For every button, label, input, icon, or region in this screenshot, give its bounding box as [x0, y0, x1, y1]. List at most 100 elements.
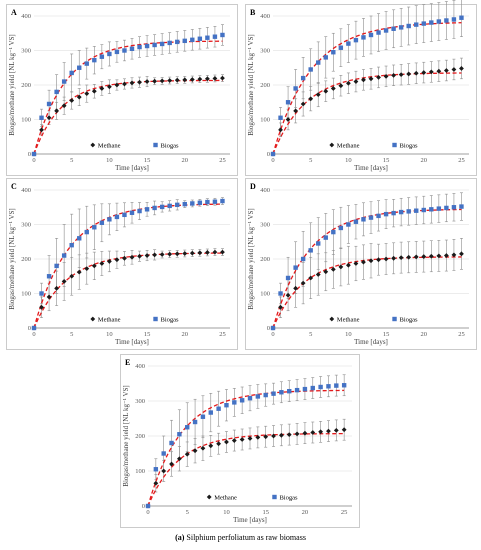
y-tick-label: 0	[142, 503, 145, 510]
panel-label: E	[125, 358, 130, 367]
data-point-methane	[61, 279, 67, 284]
data-point-methane	[428, 69, 434, 75]
data-point-biogas	[406, 23, 411, 29]
data-point-methane	[99, 261, 105, 266]
data-point-biogas	[308, 248, 313, 253]
data-point-biogas	[31, 151, 37, 157]
data-point-methane	[330, 86, 336, 91]
data-point-biogas	[271, 391, 276, 396]
x-tick-label: 20	[182, 331, 189, 338]
data-point-biogas	[99, 220, 105, 225]
x-axis-label: Time [days]	[354, 338, 388, 346]
data-point-methane	[212, 76, 218, 81]
data-point-methane	[69, 98, 75, 103]
data-point-methane	[76, 269, 82, 275]
data-point-biogas	[287, 389, 292, 394]
y-tick-label: 100	[260, 117, 270, 124]
y-tick-label: 100	[260, 291, 270, 298]
data-point-biogas	[300, 256, 306, 262]
data-point-biogas	[137, 208, 142, 214]
panel-frame	[120, 354, 360, 528]
x-tick-label: 20	[421, 157, 428, 164]
data-point-biogas	[175, 39, 180, 45]
x-tick-label: 25	[458, 157, 465, 164]
chart-panel-a: A 0 100 200 300 400 0 5 10 15 20 25 Time [days] Bioga…	[6, 4, 238, 176]
data-point-biogas	[368, 215, 374, 220]
data-point-biogas	[220, 198, 225, 204]
data-point-methane	[46, 294, 52, 300]
data-point-biogas	[278, 291, 283, 296]
data-point-methane	[278, 127, 283, 133]
data-point-biogas	[232, 400, 237, 405]
data-point-biogas	[61, 253, 67, 258]
y-tick-label: 0	[267, 151, 270, 158]
data-point-methane	[451, 67, 457, 72]
data-point-biogas	[69, 243, 74, 248]
y-axis-label: Biogas/methane yield [NL kg⁻¹ VS]	[122, 385, 130, 486]
data-point-biogas	[39, 291, 44, 296]
x-tick-label: 0	[32, 331, 35, 338]
x-tick-label: 15	[383, 157, 390, 164]
data-point-biogas	[316, 60, 321, 65]
panel-label: D	[250, 182, 256, 191]
data-point-biogas	[285, 275, 291, 281]
data-point-methane	[144, 79, 150, 84]
legend-label-biogas: Biogas	[161, 142, 180, 149]
data-point-methane	[182, 77, 188, 83]
data-point-methane	[189, 250, 195, 256]
data-point-biogas	[169, 440, 174, 446]
y-tick-label: 400	[21, 187, 31, 194]
legend-marker-methane	[90, 142, 96, 148]
data-point-biogas	[152, 205, 157, 211]
y-tick-label: 0	[28, 325, 31, 332]
legend-marker-biogas	[153, 142, 158, 148]
y-axis-label: Biogas/methane yield [NL kg⁻¹ VS]	[8, 208, 16, 309]
data-point-biogas	[197, 200, 203, 205]
data-point-methane	[338, 264, 344, 270]
x-tick-label: 25	[219, 331, 226, 338]
data-point-methane	[255, 435, 261, 440]
y-tick-label: 200	[21, 256, 31, 263]
data-point-methane	[278, 304, 283, 310]
data-point-methane	[152, 78, 158, 84]
data-point-methane	[413, 70, 419, 76]
data-point-methane	[46, 115, 52, 121]
data-point-methane	[220, 249, 225, 255]
data-point-biogas	[293, 265, 298, 270]
data-point-biogas	[444, 18, 449, 23]
y-tick-label: 100	[21, 291, 31, 298]
data-point-biogas	[107, 51, 112, 57]
chart-panel-e: E 0 100 200 300 400 0 5 10 15 20 25 Time [days] Bioga…	[120, 354, 360, 528]
y-tick-label: 400	[260, 187, 270, 194]
data-point-biogas	[346, 41, 351, 46]
data-point-biogas	[421, 207, 426, 213]
x-tick-label: 25	[341, 509, 348, 516]
x-tick-label: 10	[345, 157, 352, 164]
data-point-biogas	[205, 199, 210, 205]
x-tick-label: 10	[106, 157, 113, 164]
y-tick-label: 200	[135, 433, 145, 440]
data-point-biogas	[114, 214, 120, 220]
data-point-methane	[421, 254, 427, 259]
data-point-biogas	[310, 385, 315, 391]
data-point-methane	[376, 75, 381, 80]
data-point-biogas	[159, 41, 165, 47]
data-point-biogas	[334, 383, 339, 388]
data-point-biogas	[122, 48, 127, 53]
legend-label-biogas: Biogas	[161, 316, 180, 323]
data-point-biogas	[61, 79, 67, 84]
y-tick-label: 0	[28, 151, 31, 158]
legend-marker-biogas	[392, 142, 397, 148]
data-point-methane	[391, 255, 397, 261]
data-point-biogas	[144, 43, 150, 49]
data-point-biogas	[338, 45, 344, 50]
data-point-biogas	[338, 225, 344, 231]
x-tick-label: 10	[223, 509, 230, 516]
data-point-biogas	[459, 204, 464, 209]
x-tick-label: 15	[144, 331, 151, 338]
data-point-methane	[174, 77, 180, 83]
y-tick-label: 100	[135, 468, 145, 475]
data-point-methane	[54, 108, 60, 114]
data-point-biogas	[224, 403, 229, 408]
data-point-biogas	[398, 25, 404, 30]
